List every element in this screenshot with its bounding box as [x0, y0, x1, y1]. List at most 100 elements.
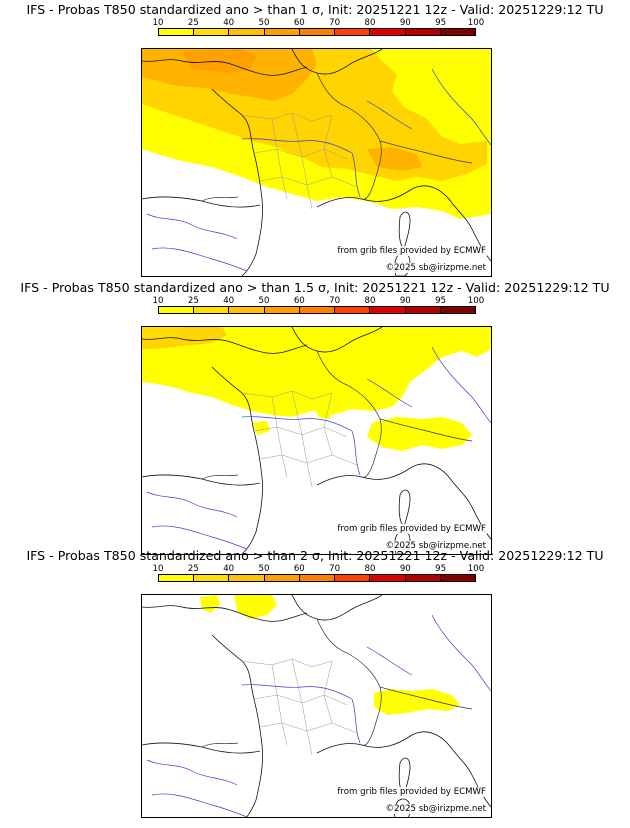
legend-tick: 25: [187, 296, 199, 306]
corsica: [398, 489, 411, 528]
prob-area-10c: [252, 407, 332, 435]
map-svg: [142, 327, 491, 554]
legend-tick: 60: [293, 18, 305, 28]
copyright-credit: ©2025 sb@irizpme.net: [384, 541, 487, 551]
legend-swatch: [370, 29, 406, 35]
prob-area-10: [200, 595, 220, 613]
data-source-credit: from grib files provided by ECMWF: [336, 246, 487, 256]
prob-area-10b: [367, 417, 472, 451]
map-svg: [142, 49, 491, 276]
legend-tick: 90: [399, 296, 411, 306]
map-panel-3: IFS - Probas T850 standardized ano > tha…: [0, 546, 630, 822]
legend-tick: 40: [223, 296, 235, 306]
rivers: [146, 68, 491, 272]
rivers: [146, 346, 491, 550]
country-borders: [201, 350, 473, 480]
legend-swatch: [229, 307, 265, 313]
legend-tick: 80: [364, 296, 376, 306]
probability-map: from grib files provided by ECMWF ©2025 …: [141, 326, 492, 555]
legend-tick: 95: [435, 296, 447, 306]
rivers: [146, 614, 491, 817]
legend-tick: 70: [329, 296, 341, 306]
legend-tick: 95: [435, 18, 447, 28]
legend-tick: 100: [467, 18, 485, 28]
panel-title: IFS - Probas T850 standardized ano > tha…: [20, 280, 610, 295]
legend-swatch: [370, 307, 406, 313]
legend-swatch: [299, 575, 336, 581]
prob-area-25b: [142, 327, 182, 339]
legend-swatch: [194, 575, 230, 581]
data-source-credit: from grib files provided by ECMWF: [336, 524, 487, 534]
map-svg: [142, 595, 491, 817]
legend-tick: 100: [467, 296, 485, 306]
admin-borders: [241, 658, 358, 756]
legend-swatch: [194, 29, 230, 35]
admin-borders: [241, 390, 358, 488]
legend-swatch: [299, 29, 336, 35]
legend-tick: 10: [152, 564, 164, 574]
legend-tick: 100: [467, 564, 485, 574]
legend-tick: 25: [187, 564, 199, 574]
copyright-credit: ©2025 sb@irizpme.net: [384, 263, 487, 273]
legend-tick: 70: [329, 18, 341, 28]
legend-swatch: [299, 307, 336, 313]
legend-swatch: [405, 307, 441, 313]
legend-swatch: [370, 575, 406, 581]
data-source-credit: from grib files provided by ECMWF: [336, 787, 487, 797]
corsica: [398, 211, 411, 250]
prob-area-40: [142, 49, 422, 171]
legend-tick: 10: [152, 18, 164, 28]
legend-swatch: [159, 307, 195, 313]
prob-area-10b: [234, 595, 277, 619]
color-legend: 10 25 40 50 60 70 80 90 95 100: [153, 296, 484, 318]
legend-swatch: [440, 29, 475, 35]
legend-tick: 80: [364, 18, 376, 28]
legend-colorbar: [158, 306, 476, 314]
legend-swatch: [335, 29, 371, 35]
map-panel-1: IFS - Probas T850 standardized ano > tha…: [0, 0, 630, 277]
corsica: [398, 757, 411, 796]
legend-swatch: [264, 575, 300, 581]
legend-swatch: [264, 29, 300, 35]
panel-title: IFS - Probas T850 standardized ano > tha…: [26, 2, 604, 17]
legend-swatch: [440, 307, 475, 313]
legend-swatch: [335, 307, 371, 313]
legend-tick: 10: [152, 296, 164, 306]
legend-tick: 80: [364, 564, 376, 574]
map-panel-2: IFS - Probas T850 standardized ano > tha…: [0, 278, 630, 555]
color-legend: 10 25 40 50 60 70 80 90 95 100: [153, 564, 484, 586]
country-borders: [201, 618, 473, 748]
legend-swatch: [159, 575, 195, 581]
legend-swatch: [264, 307, 300, 313]
legend-tick: 95: [435, 564, 447, 574]
coastline: [142, 595, 491, 817]
coastline: [142, 49, 491, 276]
legend-tick: 70: [329, 564, 341, 574]
legend-swatch: [440, 575, 475, 581]
legend-swatch: [159, 29, 195, 35]
legend-tick: 60: [293, 296, 305, 306]
legend-tick: 50: [258, 564, 270, 574]
legend-tick: 90: [399, 18, 411, 28]
color-legend: 10 25 40 50 60 70 80 90 95 100: [153, 18, 484, 40]
legend-tick: 90: [399, 564, 411, 574]
legend-tick: 50: [258, 296, 270, 306]
prob-area-10: [142, 327, 491, 417]
legend-tick: 40: [223, 564, 235, 574]
panel-title: IFS - Probas T850 standardized ano > tha…: [26, 548, 604, 563]
legend-swatch: [335, 575, 371, 581]
legend-tick: 50: [258, 18, 270, 28]
probability-map: from grib files provided by ECMWF ©2025 …: [141, 48, 492, 277]
legend-swatch: [229, 575, 265, 581]
admin-borders: [241, 112, 358, 210]
legend-tick: 60: [293, 564, 305, 574]
copyright-credit: ©2025 sb@irizpme.net: [384, 804, 487, 814]
prob-area-10c: [374, 689, 460, 715]
legend-swatch: [405, 575, 441, 581]
legend-swatch: [194, 307, 230, 313]
legend-tick: 25: [187, 18, 199, 28]
coastline: [142, 327, 491, 554]
legend-swatch: [229, 29, 265, 35]
legend-swatch: [405, 29, 441, 35]
probability-map: from grib files provided by ECMWF ©2025 …: [141, 594, 492, 818]
